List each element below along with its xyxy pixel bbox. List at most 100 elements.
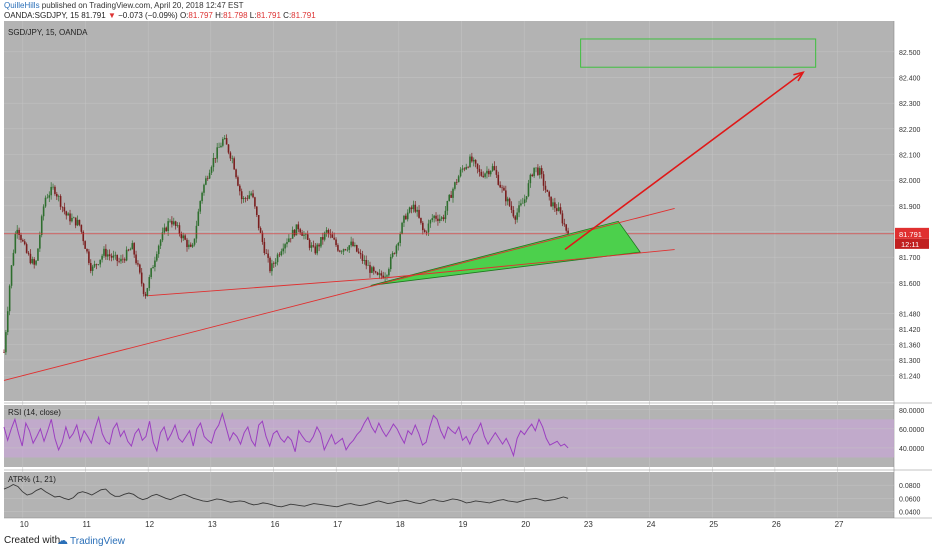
- candle-body: [465, 166, 468, 170]
- x-tick-label: 18: [396, 520, 405, 529]
- x-tick-label: 27: [835, 520, 844, 529]
- candle-body: [40, 216, 43, 236]
- candle-body: [223, 138, 226, 140]
- candle-body: [418, 209, 420, 218]
- candle-body: [42, 206, 45, 217]
- candle-body: [503, 187, 505, 191]
- x-tick-label: 17: [333, 520, 342, 529]
- candle-body: [540, 168, 543, 175]
- candle-body: [448, 194, 451, 201]
- candle-body: [310, 245, 313, 248]
- candle-body: [284, 244, 286, 249]
- candle-body: [342, 249, 345, 252]
- candle-body: [506, 198, 509, 202]
- candle-body: [291, 229, 294, 239]
- countdown-label: 12:11: [901, 240, 919, 249]
- candle-body: [391, 253, 394, 257]
- change-value: −0.073 (−0.09%): [118, 11, 178, 20]
- ohlc-l-value: 81.791: [256, 11, 281, 20]
- candle-body: [163, 227, 166, 233]
- candle-body: [16, 229, 19, 234]
- x-tick-label: 25: [709, 520, 718, 529]
- candle-body: [35, 260, 37, 265]
- brand-label: TradingView: [70, 536, 126, 547]
- candle-body: [171, 220, 173, 225]
- rsi-line: [3, 411, 569, 458]
- candle-body: [516, 212, 518, 220]
- candle-body: [91, 266, 94, 271]
- candle-body: [363, 260, 366, 261]
- symbol-header: OANDA:SGDJPY, 15 81.791 ▼ −0.073 (−0.09%…: [4, 11, 316, 21]
- candle-body: [193, 238, 196, 245]
- candle-body: [172, 221, 175, 225]
- last-price-badge: [895, 227, 929, 239]
- candle-body: [472, 159, 475, 162]
- candle-body: [501, 187, 503, 189]
- candle-body: [205, 178, 207, 185]
- candle-body: [512, 209, 515, 217]
- y-tick-label: 81.480: [899, 312, 921, 319]
- last-price-label: 81.791: [899, 230, 922, 239]
- candle-body: [340, 251, 343, 253]
- author-link[interactable]: QuilleHills: [4, 1, 40, 10]
- atr-title: ATR% (1, 21): [8, 475, 56, 484]
- candle-body: [525, 196, 528, 200]
- candle-body: [12, 252, 15, 266]
- candle-body: [306, 234, 309, 240]
- candle-body: [389, 256, 392, 270]
- candle-body: [203, 184, 205, 193]
- candle-body: [405, 215, 407, 220]
- candle-body: [563, 223, 566, 225]
- candle-body: [131, 243, 134, 250]
- projection-arrow: [564, 71, 804, 251]
- candle-body: [346, 249, 349, 251]
- candle-body: [293, 229, 296, 236]
- candle-body: [350, 241, 352, 246]
- candle-body: [229, 152, 232, 159]
- candle-body: [276, 254, 279, 263]
- candle-body: [218, 147, 220, 148]
- candle-body: [118, 261, 120, 262]
- rsi-band: [4, 419, 894, 458]
- candle-body: [531, 174, 534, 177]
- tradingview-logo[interactable]: ☁ TradingView: [57, 534, 125, 547]
- candle-body: [499, 184, 501, 188]
- ohlc-h-label: H:: [215, 11, 224, 20]
- candle-body: [135, 254, 137, 264]
- x-tick-label: 20: [521, 520, 530, 529]
- candle-body: [144, 293, 147, 297]
- y-tick-label: 81.600: [899, 281, 921, 288]
- y-tick-label: 81.360: [899, 343, 921, 350]
- candle-body: [476, 163, 479, 169]
- candle-body: [188, 244, 190, 248]
- ohlc-c-label: C:: [283, 11, 292, 20]
- candle-body: [454, 182, 456, 189]
- x-tick-label: 23: [584, 520, 593, 529]
- candle-body: [410, 207, 413, 210]
- candle-body: [65, 211, 68, 216]
- candle-body: [274, 262, 277, 264]
- candle-body: [312, 245, 315, 247]
- candle-body: [165, 227, 168, 232]
- candle-body: [297, 224, 300, 230]
- candle-body: [548, 191, 551, 197]
- candle-body: [176, 225, 179, 226]
- candle-body: [106, 254, 109, 257]
- candle-body: [557, 207, 560, 212]
- candle-body: [31, 259, 34, 264]
- candle-body: [208, 172, 211, 179]
- candle-body: [489, 170, 492, 175]
- candle-body: [267, 253, 269, 258]
- candle-body: [157, 245, 160, 255]
- candle-body: [359, 252, 362, 255]
- candle-body: [406, 212, 409, 220]
- last-price: 81.791: [81, 11, 106, 20]
- candle-body: [289, 238, 292, 240]
- candle-body: [161, 232, 164, 241]
- candle-body: [314, 246, 317, 254]
- chart-area[interactable]: 10 11 12 13 16 17 18 19 20 23 24 25 26 27 82.500 82.400…: [0, 21, 932, 531]
- candle-body: [191, 244, 194, 247]
- candle-body: [403, 215, 405, 223]
- candle-body: [259, 228, 262, 233]
- candle-body: [495, 170, 498, 175]
